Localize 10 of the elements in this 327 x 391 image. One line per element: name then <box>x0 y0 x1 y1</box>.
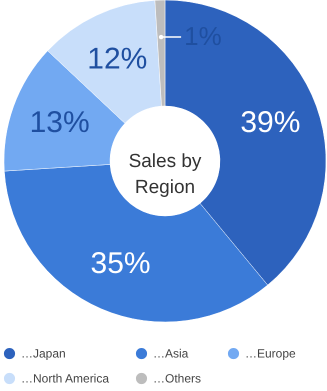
data-label: 39% <box>240 106 300 140</box>
legend-label: …Others <box>153 372 202 386</box>
data-label: 13% <box>30 106 90 140</box>
legend-label: …North America <box>21 372 110 386</box>
data-label: 35% <box>90 246 151 280</box>
data-label: 12% <box>87 42 148 76</box>
legend-label: …Asia <box>153 346 189 361</box>
legend-label: …Japan <box>21 346 66 361</box>
legend-label: …Europe <box>245 346 296 361</box>
text: Sales by Region <box>128 151 202 198</box>
